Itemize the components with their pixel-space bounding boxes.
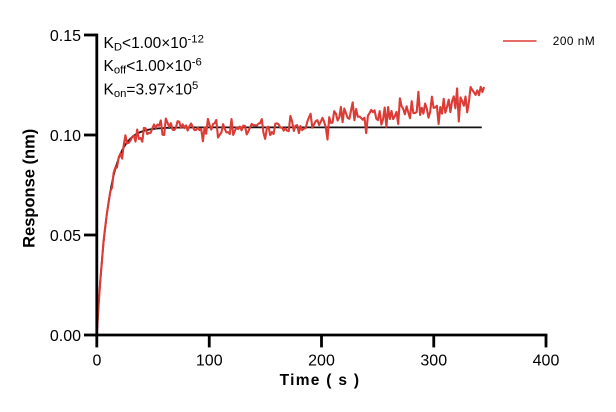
svg-text:Response (nm): Response (nm) (21, 129, 39, 248)
svg-text:Kon=3.97×105: Kon=3.97×105 (104, 80, 199, 100)
svg-text:0.10: 0.10 (50, 128, 81, 145)
svg-text:200: 200 (308, 353, 335, 370)
svg-text:100: 100 (196, 353, 223, 370)
svg-text:0.15: 0.15 (50, 28, 81, 45)
svg-text:0.05: 0.05 (50, 228, 81, 245)
svg-text:Time ( s ): Time ( s ) (280, 372, 361, 389)
svg-text:0: 0 (93, 353, 102, 370)
svg-text:300: 300 (420, 353, 447, 370)
svg-text:400: 400 (533, 353, 560, 370)
svg-text:Koff<1.00×10-6: Koff<1.00×10-6 (104, 57, 202, 77)
svg-text:KD<1.00×10-12: KD<1.00×10-12 (104, 34, 204, 54)
svg-text:200 nM: 200 nM (553, 34, 595, 48)
svg-text:0.00: 0.00 (50, 328, 81, 345)
